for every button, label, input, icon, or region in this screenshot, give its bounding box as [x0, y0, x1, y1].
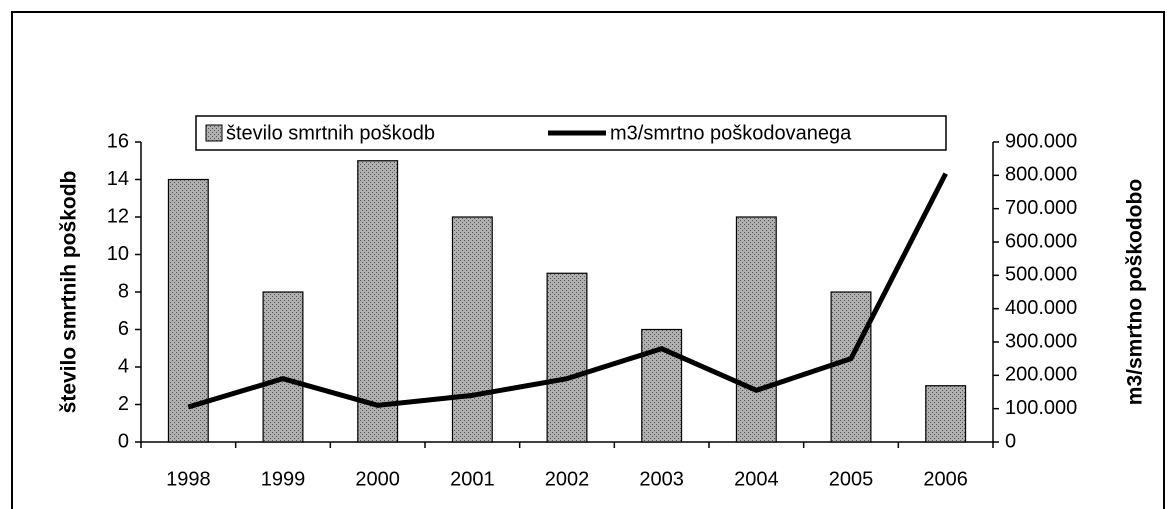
y2-tick-label: 300.000: [1005, 330, 1077, 352]
bar: [262, 291, 304, 443]
x-tick-label: 2002: [545, 468, 590, 490]
bar: [357, 160, 399, 443]
bar: [451, 216, 493, 443]
y2-axis-title: m3/smrtno poškodobo: [1124, 179, 1147, 405]
x-tick-label: 2003: [639, 468, 684, 490]
x-tick-label: 1999: [261, 468, 306, 490]
y-tick-label: 14: [107, 168, 129, 190]
y-axis-title: število smrtnih poškodb: [58, 171, 81, 414]
y2-tick-label: 100.000: [1005, 397, 1077, 419]
x-tick-label: 2006: [923, 468, 968, 490]
bar: [925, 385, 967, 443]
y-tick-label: 8: [118, 280, 129, 302]
y-tick-label: 6: [118, 318, 129, 340]
line: [187, 172, 948, 410]
y-tick-label: 2: [118, 393, 129, 415]
y2-tick-label: 400.000: [1005, 297, 1077, 319]
y2-tick-label: 900.000: [1005, 130, 1077, 152]
legend-label: m3/smrtno poškodovanega: [610, 122, 852, 144]
chart-border: [11, 11, 1165, 509]
y2-tick-label: 0: [1005, 430, 1016, 452]
y2-tick-label: 800.000: [1005, 164, 1077, 186]
y2-tick-label: 500.000: [1005, 264, 1077, 286]
y-tick-label: 16: [107, 130, 129, 152]
bar: [735, 216, 777, 443]
x-tick-label: 2000: [355, 468, 400, 490]
x-tick-label: 2004: [734, 468, 779, 490]
y2-tick-label: 200.000: [1005, 364, 1077, 386]
bar: [546, 272, 588, 443]
y2-tick-label: 600.000: [1005, 230, 1077, 252]
y-tick-label: 10: [107, 243, 129, 265]
y2-tick-label: 700.000: [1005, 197, 1077, 219]
x-tick-label: 2001: [450, 468, 495, 490]
y-tick-label: 0: [118, 430, 129, 452]
y-tick-label: 4: [118, 355, 129, 377]
x-tick-label: 1998: [166, 468, 211, 490]
x-tick-label: 2005: [829, 468, 874, 490]
y-tick-label: 12: [107, 205, 129, 227]
legend-label: število smrtnih poškodb: [226, 122, 435, 144]
bar: [167, 178, 209, 443]
bar: [830, 291, 872, 443]
legend-swatch: [205, 124, 223, 142]
